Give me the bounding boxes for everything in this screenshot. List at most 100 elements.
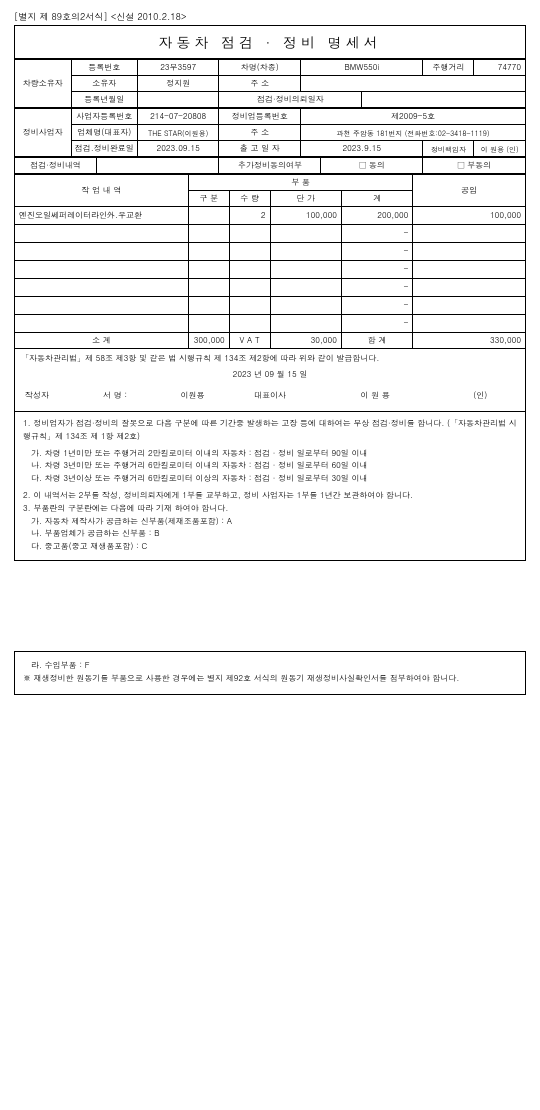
owner-addr bbox=[301, 76, 525, 92]
comp-label: 업체명(대표자) bbox=[71, 125, 137, 141]
law-text: 「자동차관리법」제 58조 제3항 및 같은 법 시행규칙 제 134조 제2항… bbox=[21, 353, 519, 365]
vat-label: V A T bbox=[229, 333, 270, 349]
shop-addr: 과천 주암동 181번지 (전화번호:02-3418-1119) bbox=[301, 125, 525, 141]
table-row: 엔진오일쎄퍼레이터라인外.우교환2100,000200,000100,000 bbox=[15, 207, 525, 225]
out: 2023.9.15 bbox=[301, 141, 423, 157]
decl-date: 2023 년 09 월 15 일 bbox=[21, 369, 519, 381]
footer-2: ※ 재생정비한 원동기를 부품으로 사용한 경우에는 별지 제92호 서식의 원… bbox=[23, 673, 517, 686]
writer-seal: (인) bbox=[441, 385, 519, 407]
cell bbox=[229, 243, 270, 261]
cell bbox=[229, 315, 270, 333]
form-label: [별지 제 89호의2서식] <신설 2010.2.18> bbox=[14, 10, 526, 23]
agree-label: □ 동의 bbox=[321, 158, 423, 174]
req-date bbox=[362, 92, 525, 108]
writer-name2: 이 원 용 bbox=[309, 385, 442, 407]
col-gubun: 구 분 bbox=[188, 191, 229, 207]
sign-label: 서 명 : bbox=[76, 385, 153, 407]
col-work: 작 업 내 역 bbox=[15, 175, 188, 207]
cell: 100,000 bbox=[413, 207, 525, 225]
cell bbox=[188, 279, 229, 297]
resp-label: 정비책임자 bbox=[423, 141, 474, 157]
col-parts: 부 품 bbox=[188, 175, 412, 191]
cell bbox=[15, 279, 188, 297]
cell: 200,000 bbox=[341, 207, 412, 225]
owner-label: 소유자 bbox=[71, 76, 137, 92]
cell bbox=[188, 207, 229, 225]
comp: THE STAR(이원용) bbox=[137, 125, 219, 141]
cell bbox=[270, 279, 341, 297]
cell bbox=[188, 315, 229, 333]
cell bbox=[229, 225, 270, 243]
shop-addr-label: 주 소 bbox=[219, 125, 301, 141]
mileage-label: 주행거리 bbox=[423, 60, 474, 76]
done: 2023.09.15 bbox=[137, 141, 219, 157]
footer-1: 라. 수입부품 : F bbox=[23, 660, 517, 673]
col-qty: 수 량 bbox=[229, 191, 270, 207]
cell bbox=[413, 261, 525, 279]
writer-name1: 이원용 bbox=[154, 385, 231, 407]
cell: - bbox=[341, 243, 412, 261]
table-row: - bbox=[15, 297, 525, 315]
parts-total: 300,000 bbox=[188, 333, 229, 349]
cell bbox=[188, 297, 229, 315]
reg-date bbox=[137, 92, 219, 108]
note-3b: 나. 부품업체가 공급하는 신부품 : B bbox=[23, 528, 517, 541]
note-1: 1. 정비업자가 점검·정비의 잘못으로 다음 구분에 따른 기간중 발생하는 … bbox=[23, 418, 517, 444]
notes-block: 1. 정비업자가 점검·정비의 잘못으로 다음 구분에 따른 기간중 발생하는 … bbox=[15, 412, 525, 560]
cell bbox=[188, 225, 229, 243]
cell bbox=[413, 279, 525, 297]
shop-reg-label: 정비업등록번호 bbox=[219, 109, 301, 125]
owner-name: 정지원 bbox=[137, 76, 219, 92]
footer-frame: 라. 수입부품 : F ※ 재생정비한 원동기를 부품으로 사용한 경우에는 별… bbox=[14, 651, 526, 695]
table-row: - bbox=[15, 243, 525, 261]
note-3a: 가. 자동차 제작사가 공급하는 신부품(제재조품포함) : A bbox=[23, 516, 517, 529]
cell bbox=[413, 225, 525, 243]
declaration-block: 「자동차관리법」제 58조 제3항 및 같은 법 시행규칙 제 134조 제2항… bbox=[15, 349, 525, 412]
table-row: - bbox=[15, 315, 525, 333]
cell: - bbox=[341, 279, 412, 297]
note-3: 3. 부품란의 구분란에는 다음에 따라 기재 하여야 합니다. bbox=[23, 503, 517, 516]
note-1a: 가. 차령 1년미만 또는 주행거리 2만킬로미터 이내의 자동차 : 점검 ·… bbox=[23, 448, 517, 461]
reg-date-label: 등록년월일 bbox=[71, 92, 137, 108]
car-name-label: 차명(차종) bbox=[219, 60, 301, 76]
table-row: - bbox=[15, 261, 525, 279]
cell: 엔진오일쎄퍼레이터라인外.우교환 bbox=[15, 207, 188, 225]
cell bbox=[229, 297, 270, 315]
cell bbox=[270, 315, 341, 333]
mileage: 74770 bbox=[474, 60, 525, 76]
shop-reg: 제2009-5호 bbox=[301, 109, 525, 125]
car-name: BMW550i bbox=[301, 60, 423, 76]
inspection-value bbox=[97, 158, 219, 174]
owner-table: 차량소유자 등록번호 23무3597 차명(차종) BMW550i 주행거리 7… bbox=[15, 59, 525, 108]
cell bbox=[270, 297, 341, 315]
cell bbox=[229, 261, 270, 279]
biz-no-label: 사업자등록번호 bbox=[71, 109, 137, 125]
cell bbox=[270, 243, 341, 261]
cell bbox=[15, 315, 188, 333]
resp: 이 원용 (인) bbox=[474, 141, 525, 157]
cell bbox=[15, 297, 188, 315]
vat: 30,000 bbox=[270, 333, 341, 349]
doc-title: 자동차 점검 · 정비 명세서 bbox=[15, 26, 525, 59]
cell: - bbox=[341, 315, 412, 333]
inspection-label: 점검·정비내역 bbox=[15, 158, 97, 174]
col-sum: 계 bbox=[341, 191, 412, 207]
total: 330,000 bbox=[413, 333, 525, 349]
disagree-label: □ 부동의 bbox=[423, 158, 525, 174]
cell: 2 bbox=[229, 207, 270, 225]
cell: - bbox=[341, 297, 412, 315]
cell bbox=[15, 243, 188, 261]
col-unit: 단 가 bbox=[270, 191, 341, 207]
note-1c: 다. 차령 3년이상 또는 주행거리 6만킬로미터 이상의 자동차 : 점검 ·… bbox=[23, 473, 517, 486]
reg-no-label: 등록번호 bbox=[71, 60, 137, 76]
document-frame: 자동차 점검 · 정비 명세서 차량소유자 등록번호 23무3597 차명(차종… bbox=[14, 25, 526, 561]
shop-table: 정비사업자 사업자등록번호 214-07-20808 정비업등록번호 제2009… bbox=[15, 108, 525, 157]
note-1b: 나. 차령 3년미만 또는 주행거리 6만킬로미터 이내의 자동차 : 점검 ·… bbox=[23, 460, 517, 473]
cell bbox=[413, 297, 525, 315]
writer-label: 작성자 bbox=[21, 385, 76, 407]
table-row: - bbox=[15, 279, 525, 297]
cell bbox=[413, 315, 525, 333]
owner-group-label: 차량소유자 bbox=[15, 60, 71, 108]
biz-no: 214-07-20808 bbox=[137, 109, 219, 125]
cell bbox=[188, 261, 229, 279]
